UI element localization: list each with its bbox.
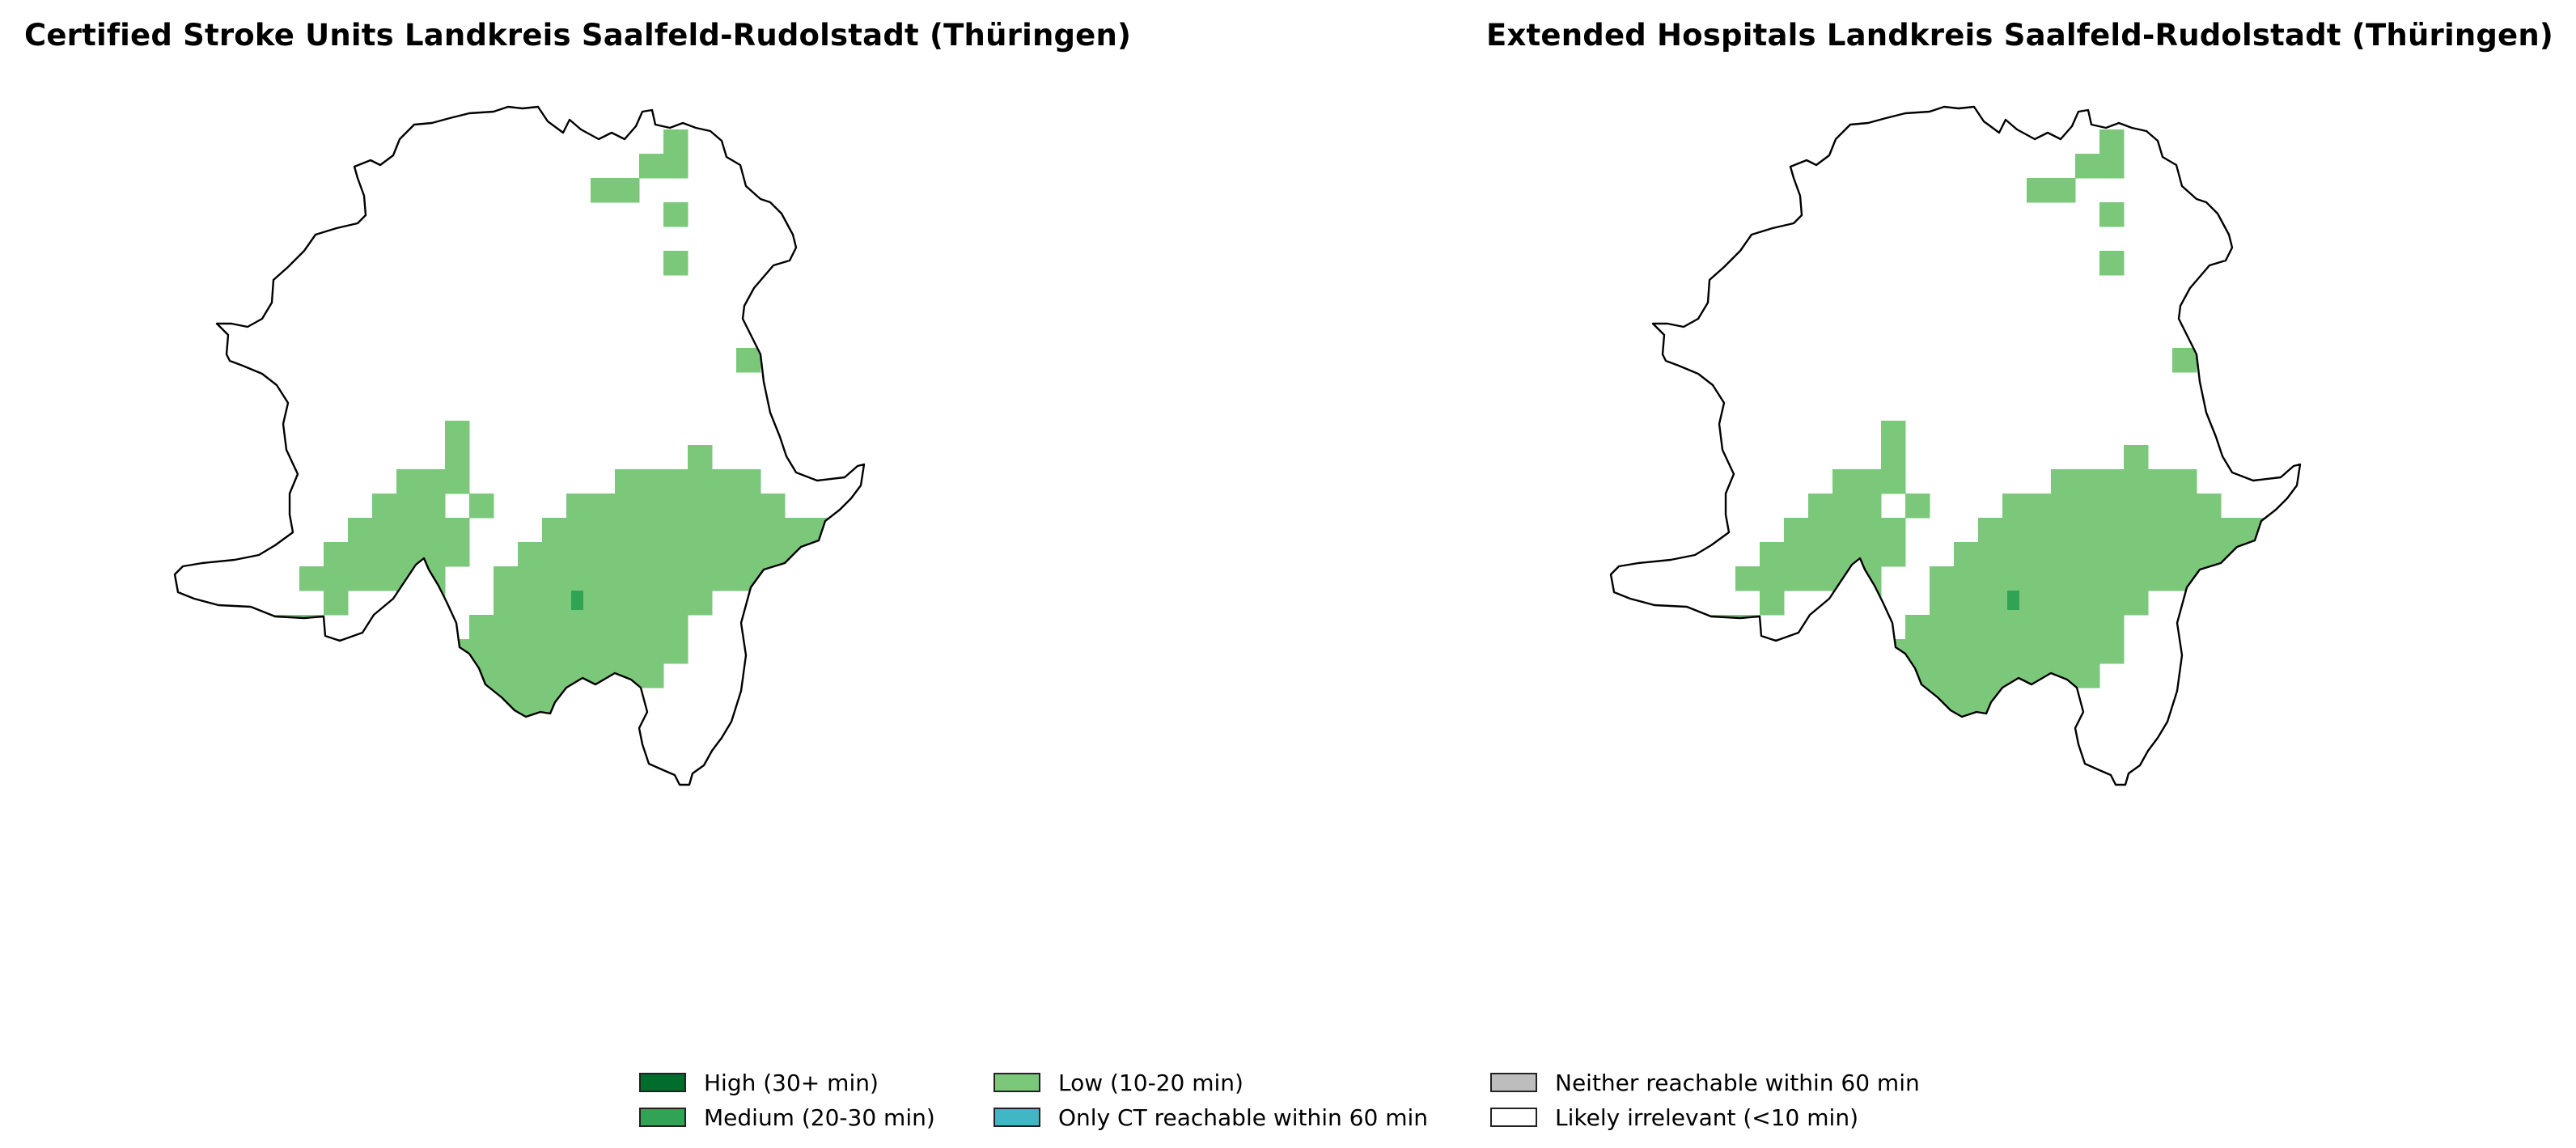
coverage-cell-low — [372, 615, 446, 640]
coverage-cell-low — [1978, 760, 2027, 785]
coverage-cell-low — [1687, 639, 1785, 664]
coverage-cell-low — [1760, 591, 1785, 616]
coverage-cell-low — [469, 615, 688, 640]
coverage-cell-low — [2197, 299, 2222, 324]
coverage-cell-low — [761, 299, 786, 324]
coverage-cell-low — [2099, 251, 2125, 276]
extended-hospitals-map — [1609, 105, 2302, 834]
legend-swatch-neither — [1490, 1073, 1537, 1092]
coverage-cell-low — [542, 760, 591, 785]
coverage-cell-low — [1954, 542, 2246, 567]
coverage-cell-low — [445, 421, 470, 446]
left-map-title: Certified Stroke Units Landkreis Saalfel… — [24, 18, 1132, 53]
stroke-units-map — [173, 105, 866, 834]
coverage-cell-low — [2002, 809, 2027, 834]
coverage-cell-low — [1905, 712, 2052, 737]
coverage-cell-low — [251, 663, 324, 688]
coverage-cell-low — [591, 178, 640, 203]
coverage-cell-low — [2099, 129, 2125, 155]
coverage-cell-low — [1881, 445, 1906, 470]
coverage-cell-low — [372, 639, 688, 664]
coverage-cell-low — [324, 542, 470, 567]
coverage-cell-low — [469, 712, 616, 737]
coverage-cell-low — [1978, 736, 2027, 761]
coverage-cell-low — [1930, 591, 2149, 616]
legend-item-only-ct: Only CT reachable within 60 min — [994, 1103, 1428, 1132]
coverage-cell-low — [1905, 494, 1930, 519]
coverage-cell-low — [1930, 566, 2222, 591]
coverage-cell-low — [1881, 421, 1906, 446]
coverage-cell-low — [663, 251, 688, 276]
legend-swatch-low — [994, 1073, 1040, 1092]
coverage-cell-low — [324, 591, 349, 616]
coverage-cell-low — [2099, 202, 2125, 227]
coverage-cell-low — [566, 809, 591, 834]
coverage-cell-low — [1978, 785, 2027, 810]
coverage-cell-low — [396, 469, 470, 494]
coverage-cell-low — [2197, 324, 2222, 349]
coverage-cell-low — [2027, 178, 2076, 203]
coverage-cell-low — [736, 348, 761, 373]
coverage-cell-low — [1808, 639, 2125, 664]
coverage-cell-low — [542, 518, 834, 543]
coverage-cell-low — [2051, 469, 2197, 494]
coverage-cell-low — [2124, 445, 2149, 470]
legend-item-medium: Medium (20-30 min) — [639, 1103, 935, 1132]
coverage-cell-low — [299, 566, 446, 591]
coverage-cell-low — [1735, 566, 1882, 591]
legend-label-irrelevant: Likely irrelevant (<10 min) — [1555, 1104, 1858, 1131]
coverage-cell-low — [1978, 518, 2270, 543]
legend-item-irrelevant: Likely irrelevant (<10 min) — [1490, 1103, 1858, 1132]
coverage-cell-low — [542, 785, 591, 810]
legend-label-high: High (30+ min) — [704, 1069, 879, 1096]
legend-label-low: Low (10-20 min) — [1058, 1069, 1244, 1096]
coverage-cell-low — [1808, 712, 1882, 737]
coverage-cell-low — [1784, 518, 1906, 543]
coverage-cell-low — [469, 494, 494, 519]
legend-item-high: High (30+ min) — [639, 1068, 879, 1097]
coverage-cell-low — [688, 445, 713, 470]
coverage-cell-low — [1808, 615, 1882, 640]
legend-item-neither: Neither reachable within 60 min — [1490, 1068, 1920, 1097]
coverage-cell-low — [348, 518, 470, 543]
district-border — [173, 105, 866, 786]
legend-swatch-medium — [639, 1108, 686, 1127]
coverage-cell-low — [518, 542, 810, 567]
coverage-cell-low — [2002, 494, 2222, 519]
coverage-cell-low — [1808, 494, 1882, 519]
coverage-cell-low — [542, 736, 591, 761]
coverage-cell-low — [639, 154, 688, 179]
coverage-cell-low — [1832, 591, 1882, 616]
coverage-cell-low — [396, 591, 446, 616]
legend-swatch-high — [639, 1073, 686, 1092]
coverage-cell-low — [1760, 542, 1906, 567]
legend-item-low: Low (10-20 min) — [994, 1068, 1244, 1097]
coverage-cell-low — [1832, 469, 1906, 494]
legend-swatch-only-ct — [994, 1108, 1040, 1127]
coverage-cell-low — [445, 445, 470, 470]
coverage-cell-low — [494, 591, 713, 616]
legend-swatch-irrelevant — [1490, 1108, 1537, 1127]
coverage-cell-low — [663, 129, 688, 155]
legend-label-only-ct: Only CT reachable within 60 min — [1058, 1104, 1429, 1131]
legend-label-neither: Neither reachable within 60 min — [1555, 1069, 1920, 1096]
coverage-cell-medium — [2007, 591, 2019, 610]
coverage-cell-low — [566, 494, 786, 519]
coverage-cell-medium — [571, 591, 583, 610]
district-border — [1609, 105, 2302, 786]
legend-label-medium: Medium (20-30 min) — [704, 1104, 935, 1131]
right-map-title: Extended Hospitals Landkreis Saalfeld-Ru… — [1486, 18, 2553, 53]
map-legend: High (30+ min) Medium (20-30 min) Low (1… — [0, 1061, 2576, 1134]
coverage-cell-low — [1905, 615, 2125, 640]
coverage-cell-low — [372, 494, 446, 519]
coverage-cell-low — [1687, 663, 1760, 688]
coverage-cell-low — [2075, 154, 2125, 179]
coverage-cell-low — [494, 566, 786, 591]
coverage-cell-low — [615, 469, 761, 494]
coverage-cell-low — [663, 202, 688, 227]
coverage-cell-low — [372, 712, 446, 737]
coverage-cell-low — [761, 324, 786, 349]
coverage-cell-low — [2172, 348, 2197, 373]
coverage-cell-low — [251, 639, 349, 664]
